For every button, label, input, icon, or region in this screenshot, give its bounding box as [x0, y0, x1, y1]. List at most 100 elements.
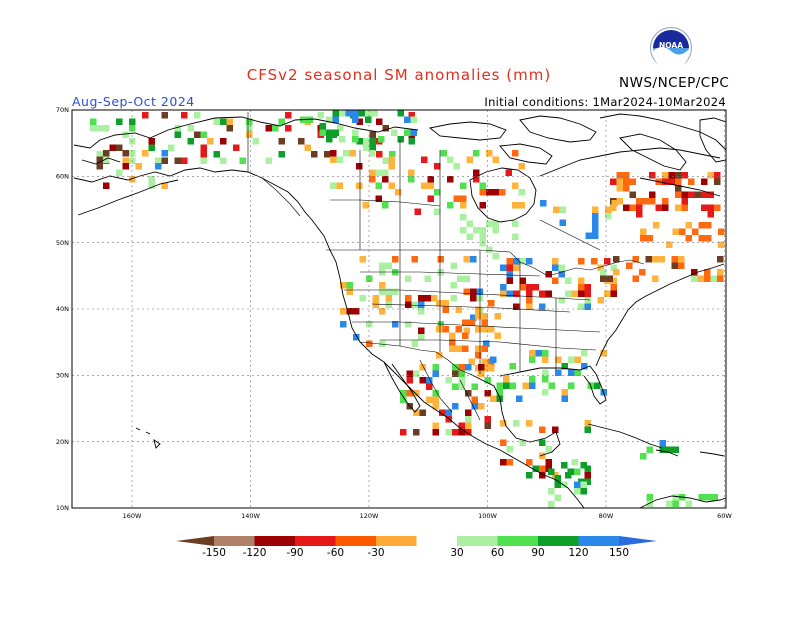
anomaly-cell — [513, 290, 520, 297]
anomaly-cell — [400, 396, 407, 403]
anomaly-cell — [568, 356, 575, 363]
anomaly-cell — [701, 191, 708, 198]
anomaly-cell — [611, 200, 618, 207]
anomaly-cell — [552, 426, 559, 433]
anomaly-cell — [542, 389, 549, 396]
anomaly-cell — [311, 151, 318, 158]
anomaly-cell — [574, 369, 581, 376]
anomaly-cell — [375, 195, 382, 202]
anomaly-cell — [340, 308, 347, 315]
anomaly-cell — [659, 440, 666, 447]
anomaly-cell — [378, 136, 385, 143]
anomaly-cell — [450, 262, 457, 269]
anomaly-cell — [594, 382, 601, 389]
anomaly-cell — [330, 156, 337, 163]
anomaly-cell — [545, 290, 552, 297]
anomaly-cell — [710, 275, 717, 282]
anomaly-cell — [135, 163, 142, 170]
anomaly-cell — [616, 198, 623, 205]
anomaly-cell — [526, 297, 533, 304]
anomaly-cell — [545, 459, 552, 466]
anomaly-cell — [518, 163, 525, 170]
anomaly-cell — [578, 284, 585, 291]
anomaly-cell — [475, 313, 482, 320]
anomaly-cell — [103, 182, 110, 189]
anomaly-cell — [479, 182, 486, 189]
anomaly-cell — [421, 182, 428, 189]
anomaly-cell — [326, 116, 333, 123]
anomaly-cell — [574, 468, 581, 475]
anomaly-cell — [466, 220, 473, 227]
anomaly-cell — [356, 138, 363, 145]
anomaly-cell — [365, 116, 372, 123]
anomaly-cell — [406, 390, 413, 397]
anomaly-cell — [330, 150, 337, 157]
anomaly-cell — [200, 131, 207, 138]
lat-tick-label: 20N — [56, 438, 69, 446]
anomaly-cell — [519, 258, 526, 265]
anomaly-cell — [246, 131, 253, 138]
anomaly-cell — [96, 125, 103, 132]
anomaly-cell — [678, 256, 685, 263]
anomaly-cell — [698, 235, 705, 242]
anomaly-cell — [478, 364, 485, 371]
anomaly-cell — [488, 365, 495, 372]
anomaly-cell — [413, 409, 420, 416]
anomaly-cell — [445, 429, 452, 436]
anomaly-cell — [395, 189, 402, 196]
anomaly-cell — [408, 176, 415, 183]
anomaly-cell — [554, 475, 561, 482]
anomaly-cell — [359, 256, 366, 263]
anomaly-cell — [463, 275, 470, 282]
anomaly-cell — [239, 157, 246, 164]
anomaly-cell — [400, 429, 407, 436]
legend-swatch — [376, 536, 417, 546]
anomaly-cell — [220, 138, 227, 145]
anomaly-cell — [698, 222, 705, 229]
anomaly-cell — [388, 156, 395, 163]
anomaly-cell — [278, 151, 285, 158]
anomaly-cell — [681, 198, 688, 205]
anomaly-cell — [580, 481, 587, 488]
anomaly-cell — [605, 213, 612, 220]
anomaly-cell — [337, 125, 344, 132]
anomaly-cell — [371, 110, 378, 117]
anomaly-cell — [672, 494, 679, 501]
anomaly-cell — [526, 258, 533, 265]
anomaly-cell — [662, 198, 669, 205]
anomaly-cell — [481, 313, 488, 320]
anomaly-cell — [559, 219, 566, 226]
anomaly-cell — [358, 110, 365, 117]
anomaly-cell — [565, 290, 572, 297]
anomaly-cell — [646, 494, 653, 501]
anomaly-cell — [452, 370, 459, 377]
anomaly-cell — [411, 301, 418, 308]
anomaly-cell — [662, 172, 669, 179]
anomaly-cell — [626, 262, 633, 269]
anomaly-cell — [506, 290, 513, 297]
anomaly-cell — [613, 269, 620, 276]
legend-swatch — [538, 536, 579, 546]
anomaly-cell — [484, 364, 491, 371]
anomaly-cell — [246, 118, 253, 125]
legend-swatch — [214, 536, 255, 546]
anomaly-cell — [509, 363, 516, 370]
anomaly-cell — [675, 172, 682, 179]
anomaly-cell — [463, 256, 470, 263]
anomaly-cell — [445, 377, 452, 384]
anomaly-cell — [471, 403, 478, 410]
anomaly-cell — [369, 176, 376, 183]
lat-lon-grid — [72, 110, 726, 508]
anomaly-cell — [434, 189, 441, 196]
anomaly-cell — [352, 110, 359, 117]
anomaly-cell — [382, 125, 389, 132]
anomaly-cell — [122, 157, 129, 164]
anomaly-cell — [109, 144, 116, 151]
lon-tick-label: 100W — [478, 512, 497, 520]
anomaly-cell — [122, 131, 129, 138]
anomaly-cell — [513, 258, 520, 265]
anomaly-cell — [419, 409, 426, 416]
anomaly-cell — [388, 163, 395, 170]
anomaly-cell — [353, 308, 360, 315]
